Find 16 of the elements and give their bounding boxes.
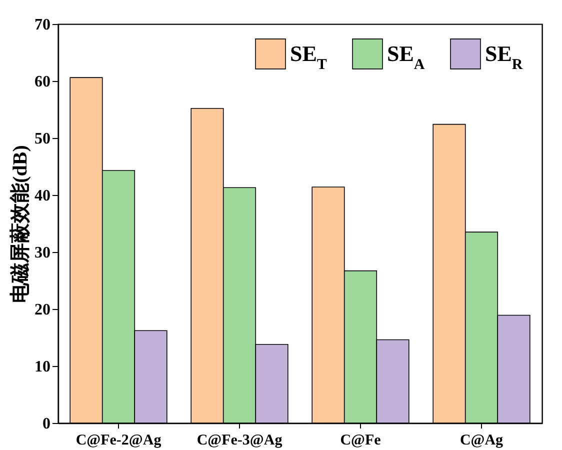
y-tick-label: 10 <box>34 358 50 376</box>
y-tick-label: 20 <box>34 302 50 318</box>
legend-label: SE$_{R}$ <box>485 40 523 73</box>
x-tick-label: C@Fe-2@Ag <box>76 432 162 448</box>
y-tick-label: 50 <box>34 130 50 148</box>
y-tick-label: 30 <box>34 244 50 262</box>
y-tick-label: 40 <box>34 188 50 204</box>
y-tick-label: 60 <box>34 74 50 90</box>
y-tick-label: 0 <box>42 416 50 432</box>
legend-label: SE$_{T}$ <box>290 40 327 73</box>
y-axis-title: 电磁屏蔽效能(dB) <box>8 145 32 303</box>
legend-label: SE$_{A}$ <box>387 40 425 73</box>
y-tick-label: 70 <box>34 16 50 34</box>
x-tick-label: C@Fe-3@Ag <box>196 432 283 448</box>
x-tick-label: C@Ag <box>460 432 504 448</box>
x-tick-label: C@Fe <box>340 432 382 448</box>
